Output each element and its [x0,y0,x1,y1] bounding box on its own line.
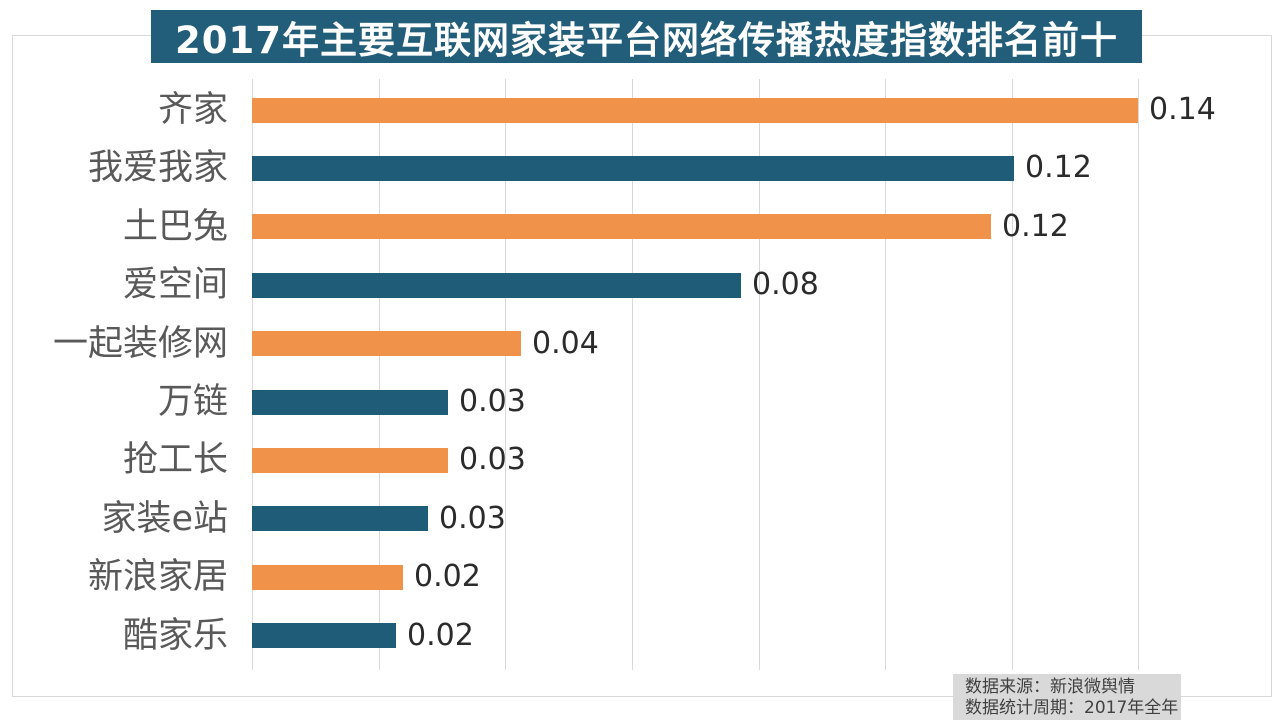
bar [252,331,521,356]
chart-frame [12,35,1272,697]
bar [252,448,448,473]
source-note-line2: 数据统计周期：2017年全年 [965,698,1179,718]
gridline [632,79,633,670]
value-label: 0.04 [532,325,599,361]
gridline [505,79,506,670]
category-label: 齐家 [157,90,228,130]
category-label: 一起装修网 [52,323,228,364]
value-label: 0.12 [1002,208,1069,244]
bar [252,156,1014,181]
gridline [885,79,886,670]
bar [252,390,448,415]
bar [252,623,396,648]
category-label: 爱空间 [122,265,228,306]
source-note: 数据来源：新浪微舆情 数据统计周期：2017年全年 [953,674,1181,720]
category-label: 万链 [157,382,228,422]
bar [252,273,741,298]
category-label: 抢工长 [122,440,228,481]
value-label: 0.03 [459,442,526,478]
bar [252,506,428,531]
value-label: 0.12 [1025,150,1092,186]
value-label: 0.08 [752,267,819,303]
gridline [1138,79,1139,670]
gridline [1012,79,1013,670]
category-label: 家装e站 [101,498,228,539]
axis-baseline [252,79,253,670]
value-label: 0.14 [1149,92,1216,127]
bar [252,565,403,590]
chart-title-banner: 2017年主要互联网家装平台网络传播热度指数排名前十 [151,10,1142,63]
category-label: 土巴兔 [122,206,228,247]
category-label: 新浪家居 [87,557,228,598]
bar [252,214,991,239]
gridline [759,79,760,670]
source-note-line1: 数据来源：新浪微舆情 [965,677,1135,697]
bar [252,98,1138,123]
value-label: 0.03 [439,500,506,536]
value-label: 0.02 [414,559,481,595]
gridline [379,79,380,670]
value-label: 0.02 [407,617,474,653]
category-label: 酷家乐 [122,615,228,656]
chart-title: 2017年主要互联网家装平台网络传播热度指数排名前十 [175,18,1118,62]
category-label: 我爱我家 [87,148,228,189]
value-label: 0.03 [459,384,526,419]
